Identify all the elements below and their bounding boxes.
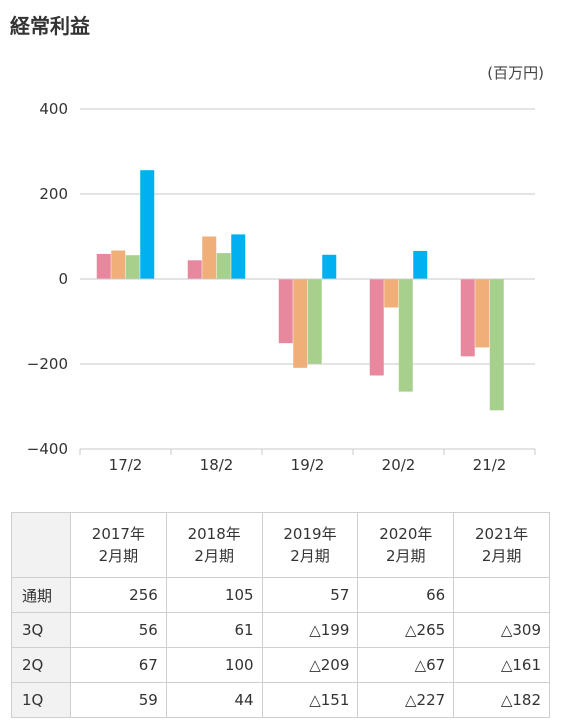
row-header: 1Q (11, 682, 71, 718)
table-cell: 256 (70, 577, 167, 613)
table-row: 3Q 56 61 △199 △265 △309 (11, 612, 550, 648)
data-table: 2017年 2月期 2018年 2月期 2019年 2月期 2020年 2月期 2021… (11, 512, 550, 718)
bar-通期-19/2 (322, 254, 337, 279)
bar-1Q-20/2 (369, 279, 384, 376)
table-cell: 67 (70, 647, 167, 683)
x-tick-label: 19/2 (291, 456, 325, 474)
table-cell: △209 (261, 647, 359, 683)
table-cell: 59 (70, 682, 167, 718)
table-cell: △151 (261, 682, 359, 718)
column-header: 2020年 2月期 (357, 512, 455, 578)
bar-通期-17/2 (140, 170, 155, 279)
row-header: 2Q (11, 647, 71, 683)
table-cell: 105 (165, 577, 263, 613)
table-cell: △265 (357, 612, 455, 648)
y-tick-label: 400 (39, 100, 68, 118)
table-corner-cell (11, 512, 71, 578)
table-cell: △309 (453, 612, 550, 648)
table-cell: 61 (165, 612, 263, 648)
table-cell: △182 (453, 682, 550, 718)
y-tick-label: 200 (39, 185, 68, 203)
table-cell: 57 (261, 577, 359, 613)
row-header: 通期 (11, 577, 71, 613)
table-cell: △227 (357, 682, 455, 718)
bar-3Q-20/2 (398, 279, 413, 392)
table-row: 1Q 59 44 △151 △227 △182 (11, 682, 550, 718)
x-tick-label: 21/2 (473, 456, 507, 474)
table-cell: △161 (453, 647, 550, 683)
chart-title: 経常利益 (10, 14, 90, 38)
table-row: 通期 256 105 57 66 (11, 577, 550, 613)
x-tick-label: 20/2 (382, 456, 416, 474)
bar-通期-18/2 (231, 234, 246, 279)
bar-2Q-17/2 (111, 250, 126, 279)
column-header: 2018年 2月期 (165, 512, 263, 578)
x-tick-label: 17/2 (109, 456, 143, 474)
bar-3Q-17/2 (125, 255, 140, 279)
bar-2Q-19/2 (293, 279, 308, 368)
bar-1Q-19/2 (278, 279, 293, 344)
bar-3Q-18/2 (216, 253, 231, 279)
bar-1Q-21/2 (460, 279, 475, 357)
table-cell: 56 (70, 612, 167, 648)
bar-chart: 400 200 0 −200 −400 17/2 18/2 19/2 20/2 21/2 (27, 100, 536, 474)
column-header: 2019年 2月期 (261, 512, 359, 578)
table-cell (453, 577, 550, 613)
table-header-row: 2017年 2月期 2018年 2月期 2019年 2月期 2020年 2月期 2021… (11, 512, 550, 578)
table-cell: 66 (357, 577, 455, 613)
y-tick-label: −400 (27, 440, 68, 458)
table-cell: 100 (165, 647, 263, 683)
row-header: 3Q (11, 612, 71, 648)
table-cell: △67 (357, 647, 455, 683)
table-cell: 44 (165, 682, 263, 718)
unit-label: (百万円) (487, 64, 544, 82)
bar-1Q-18/2 (187, 260, 202, 279)
y-tick-label: 0 (58, 270, 68, 288)
column-header: 2021年 2月期 (453, 512, 550, 578)
table-row: 2Q 67 100 △209 △67 △161 (11, 647, 550, 683)
x-tick-label: 18/2 (200, 456, 234, 474)
bar-1Q-17/2 (96, 253, 111, 279)
bar-通期-20/2 (413, 250, 428, 279)
bar-3Q-19/2 (307, 279, 322, 364)
bar-2Q-20/2 (384, 279, 399, 308)
column-header: 2017年 2月期 (70, 512, 167, 578)
bar-2Q-18/2 (202, 236, 217, 279)
bar-3Q-21/2 (489, 279, 504, 411)
table-cell: △199 (261, 612, 359, 648)
y-tick-label: −200 (27, 355, 68, 373)
bar-2Q-21/2 (475, 279, 490, 348)
